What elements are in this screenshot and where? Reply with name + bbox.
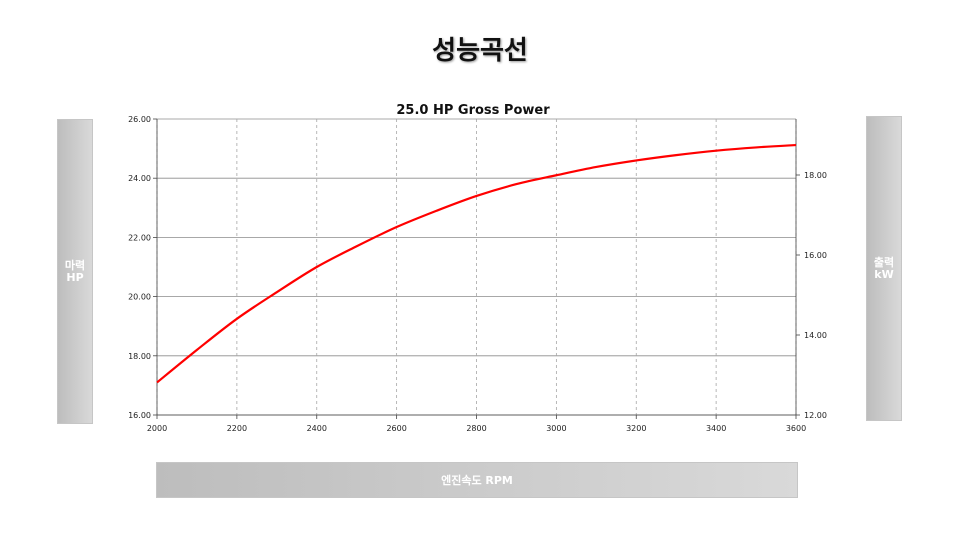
x-tick-label: 3600	[786, 424, 806, 433]
rpm-axis-label: 엔진속도 RPM	[441, 474, 513, 487]
y2-tick-label: 18.00	[804, 171, 827, 180]
y-tick-label: 20.00	[128, 293, 151, 302]
chart-axes: 16.00 18.00 20.00 22.00 24.00 26.00 2000 2200 24…	[128, 115, 827, 433]
x-tick-label: 2600	[386, 424, 406, 433]
y-tick-label: 24.00	[128, 174, 151, 183]
y-tick-label: 16.00	[128, 411, 151, 420]
hp-axis-label-line1: 마력	[64, 258, 86, 272]
y2-tick-label: 12.00	[804, 411, 827, 420]
x-tick-label: 3200	[626, 424, 646, 433]
x-tick-label: 2400	[307, 424, 327, 433]
y-tick-label: 26.00	[128, 115, 151, 124]
x-tick-label: 2200	[227, 424, 247, 433]
hp-axis-label-line2: HP	[66, 270, 84, 284]
hp-axis-panel: 마력 HP	[57, 119, 93, 424]
kw-axis-label-line2: kW	[874, 267, 894, 281]
rpm-axis-panel: 엔진속도 RPM	[156, 462, 798, 498]
kw-axis-label-line1: 출력	[873, 255, 895, 269]
y2-tick-label: 14.00	[804, 331, 827, 340]
power-curve-line	[156, 143, 797, 384]
chart-series	[156, 143, 797, 384]
kw-axis-panel: 출력 kW	[866, 116, 902, 421]
x-tick-label: 3000	[546, 424, 566, 433]
y-tick-label: 22.00	[128, 233, 151, 242]
y-tick-label: 18.00	[128, 352, 151, 361]
chart-title: 25.0 HP Gross Power	[396, 103, 550, 118]
y2-tick-label: 16.00	[804, 251, 827, 260]
x-tick-label: 2800	[466, 424, 486, 433]
page-title: 성능곡선	[432, 36, 528, 66]
x-tick-label: 2000	[147, 424, 167, 433]
chart-grid	[156, 118, 797, 416]
x-tick-label: 3400	[706, 424, 726, 433]
